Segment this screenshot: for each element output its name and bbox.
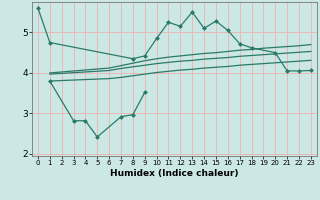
X-axis label: Humidex (Indice chaleur): Humidex (Indice chaleur) (110, 169, 239, 178)
